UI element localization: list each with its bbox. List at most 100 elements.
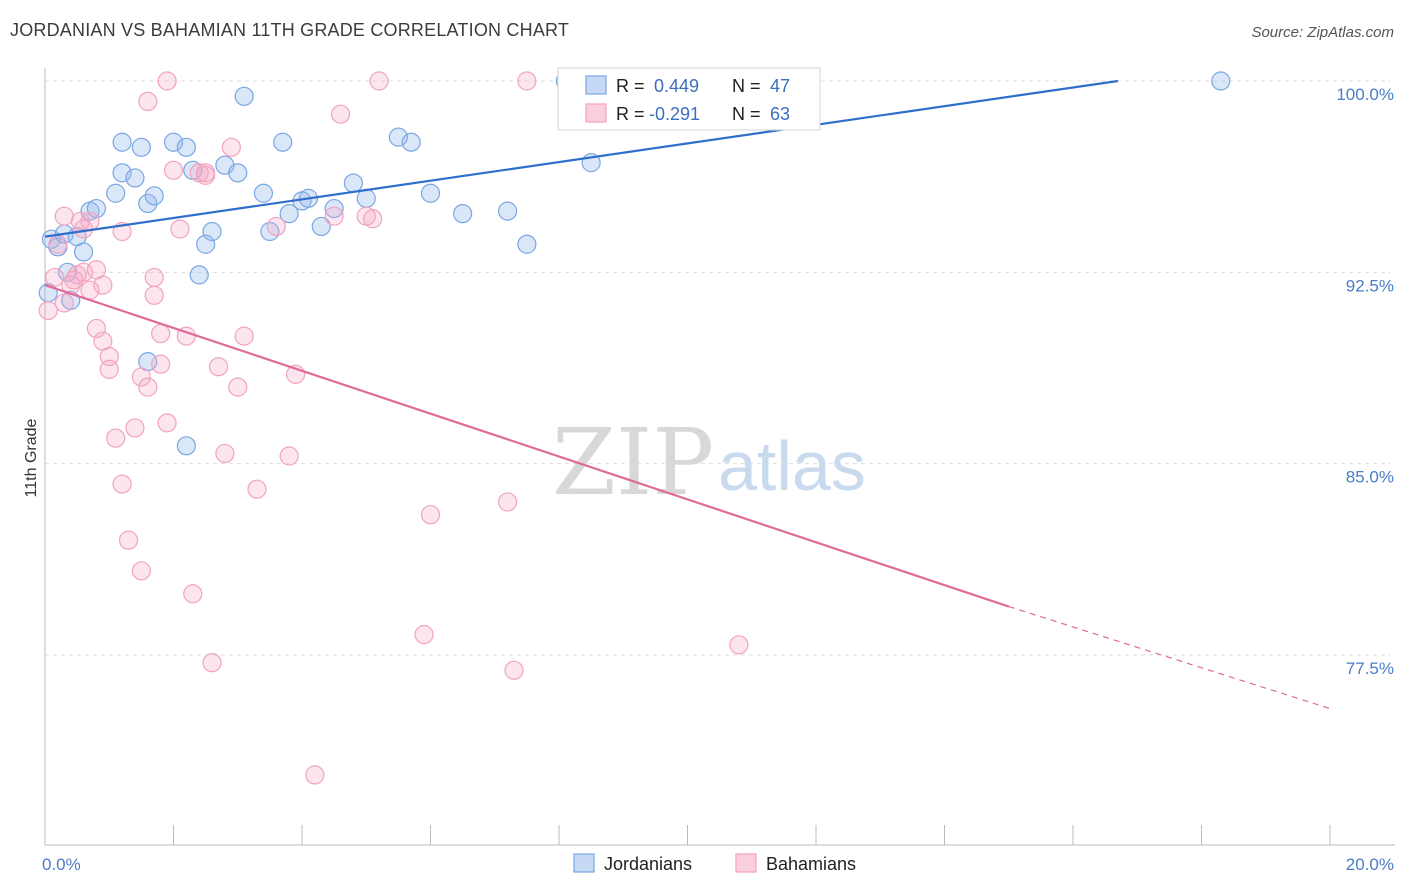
bahamian-point-16 bbox=[112, 474, 132, 494]
axes bbox=[44, 68, 1395, 846]
jordanian-point-45 bbox=[1211, 71, 1231, 91]
bahamian-point-25 bbox=[157, 413, 177, 433]
jordanian-point-25 bbox=[260, 221, 280, 242]
bahamian-point-47 bbox=[369, 71, 389, 91]
bahamian-point-58 bbox=[144, 267, 164, 288]
bahamian-point-0 bbox=[38, 301, 58, 321]
jordanian-point-38 bbox=[498, 201, 518, 221]
jordanian-point-43 bbox=[176, 436, 196, 456]
bottom-legend: Jordanians Bahamians bbox=[573, 853, 856, 874]
bahamian-trend-line-dashed bbox=[1008, 605, 1331, 710]
legend-swatch-jordanians bbox=[585, 75, 607, 95]
bahamian-point-59 bbox=[196, 163, 216, 183]
bottom-legend-swatch-bahamians bbox=[735, 853, 757, 873]
bahamian-point-43 bbox=[324, 206, 344, 226]
bahamian-point-2 bbox=[48, 234, 68, 254]
bahamian-point-40 bbox=[279, 446, 299, 466]
tick-labels: 100.0% 92.5% 85.0% 77.5% 0.0% 20.0% bbox=[42, 85, 1394, 874]
trend-lines bbox=[44, 79, 1331, 710]
x-tick-label-1: 20.0% bbox=[1346, 855, 1394, 874]
bahamian-point-61 bbox=[80, 280, 100, 300]
bahamian-point-62 bbox=[64, 270, 84, 290]
bottom-legend-bahamians: Bahamians bbox=[766, 854, 856, 874]
bahamian-point-35 bbox=[221, 137, 241, 157]
bahamian-point-3 bbox=[54, 293, 74, 313]
bahamian-point-54 bbox=[138, 91, 158, 112]
legend-r-label-2: R = bbox=[616, 104, 645, 124]
data-points bbox=[38, 71, 1231, 785]
jordanian-point-35 bbox=[401, 132, 421, 152]
jordanian-point-10 bbox=[112, 163, 132, 183]
bahamian-point-39 bbox=[266, 216, 286, 237]
y-tick-label-2: 85.0% bbox=[1346, 468, 1394, 487]
jordanian-point-30 bbox=[311, 216, 331, 237]
jordanian-point-24 bbox=[253, 183, 274, 203]
jordanian-point-20 bbox=[202, 221, 222, 242]
jordanian-point-32 bbox=[343, 173, 363, 193]
bahamian-point-55 bbox=[157, 71, 177, 91]
jordanian-point-31 bbox=[324, 198, 344, 219]
bahamian-point-19 bbox=[131, 561, 151, 581]
jordanian-point-27 bbox=[279, 204, 299, 224]
bahamian-point-18 bbox=[125, 418, 145, 438]
source-label: Source: ZipAtlas.com bbox=[1251, 24, 1394, 41]
bahamian-point-48 bbox=[414, 624, 434, 645]
jordanian-point-33 bbox=[356, 188, 376, 208]
bahamian-point-53 bbox=[729, 635, 749, 655]
bahamian-point-10 bbox=[93, 275, 113, 295]
jordanian-point-22 bbox=[228, 163, 248, 183]
jordanian-point-37 bbox=[453, 204, 473, 224]
bahamian-point-36 bbox=[228, 377, 248, 397]
jordanian-point-15 bbox=[163, 132, 184, 152]
legend-n-label-1: N = bbox=[732, 76, 761, 96]
bahamian-point-27 bbox=[170, 219, 190, 239]
y-tick-label-3: 77.5% bbox=[1346, 659, 1394, 678]
bottom-legend-swatch-jordanians bbox=[573, 853, 595, 873]
jordanian-point-9 bbox=[106, 183, 126, 203]
jordanian-point-26 bbox=[273, 132, 293, 152]
jordanian-point-36 bbox=[420, 183, 441, 203]
jordanian-point-34 bbox=[388, 127, 408, 147]
bahamian-point-51 bbox=[504, 660, 524, 680]
bahamian-point-15 bbox=[106, 428, 126, 448]
legend-r-label-1: R = bbox=[616, 76, 645, 96]
jordanian-point-17 bbox=[176, 137, 196, 157]
legend-r-value-1: 0.449 bbox=[654, 76, 699, 96]
bahamian-point-23 bbox=[151, 323, 171, 344]
jordanian-point-39 bbox=[517, 234, 537, 254]
bahamian-point-44 bbox=[330, 104, 351, 124]
jordanian-point-14 bbox=[144, 186, 164, 206]
bahamian-point-46 bbox=[363, 209, 383, 229]
legend-swatch-bahamians bbox=[585, 103, 607, 123]
bahamian-point-17 bbox=[118, 530, 139, 550]
bahamian-point-56 bbox=[73, 219, 94, 239]
jordanian-point-16 bbox=[112, 132, 132, 152]
legend-box: R = 0.449 N = 47 R = -0.291 N = 63 bbox=[557, 67, 821, 131]
jordanian-point-11 bbox=[125, 168, 145, 188]
bahamian-point-52 bbox=[517, 71, 537, 91]
chart-title: JORDANIAN VS BAHAMIAN 11TH GRADE CORRELA… bbox=[10, 20, 570, 40]
bahamian-point-32 bbox=[202, 653, 222, 673]
bahamian-point-29 bbox=[183, 584, 203, 604]
bahamian-point-26 bbox=[163, 160, 184, 180]
grid-lines bbox=[45, 80, 1390, 656]
bahamian-point-49 bbox=[420, 505, 441, 525]
jordanian-point-13 bbox=[138, 193, 158, 214]
jordanian-point-23 bbox=[234, 86, 254, 106]
bahamian-point-37 bbox=[234, 326, 254, 346]
x-tick-label-0: 0.0% bbox=[42, 855, 81, 874]
legend-r-value-2: -0.291 bbox=[649, 104, 700, 124]
y-tick-label-1: 92.5% bbox=[1346, 276, 1394, 295]
watermark-atlas: atlas bbox=[718, 427, 866, 505]
bahamian-point-33 bbox=[208, 357, 229, 377]
jordanian-point-44 bbox=[189, 265, 209, 285]
bahamian-trend-line bbox=[44, 284, 1010, 608]
bahamian-point-38 bbox=[247, 479, 267, 499]
bahamian-point-60 bbox=[54, 206, 74, 226]
jordanian-trend-line bbox=[44, 79, 1119, 238]
bahamian-point-50 bbox=[498, 492, 518, 512]
bahamian-point-24 bbox=[151, 354, 171, 374]
bahamian-point-14 bbox=[99, 346, 119, 367]
bahamian-point-20 bbox=[131, 367, 151, 387]
